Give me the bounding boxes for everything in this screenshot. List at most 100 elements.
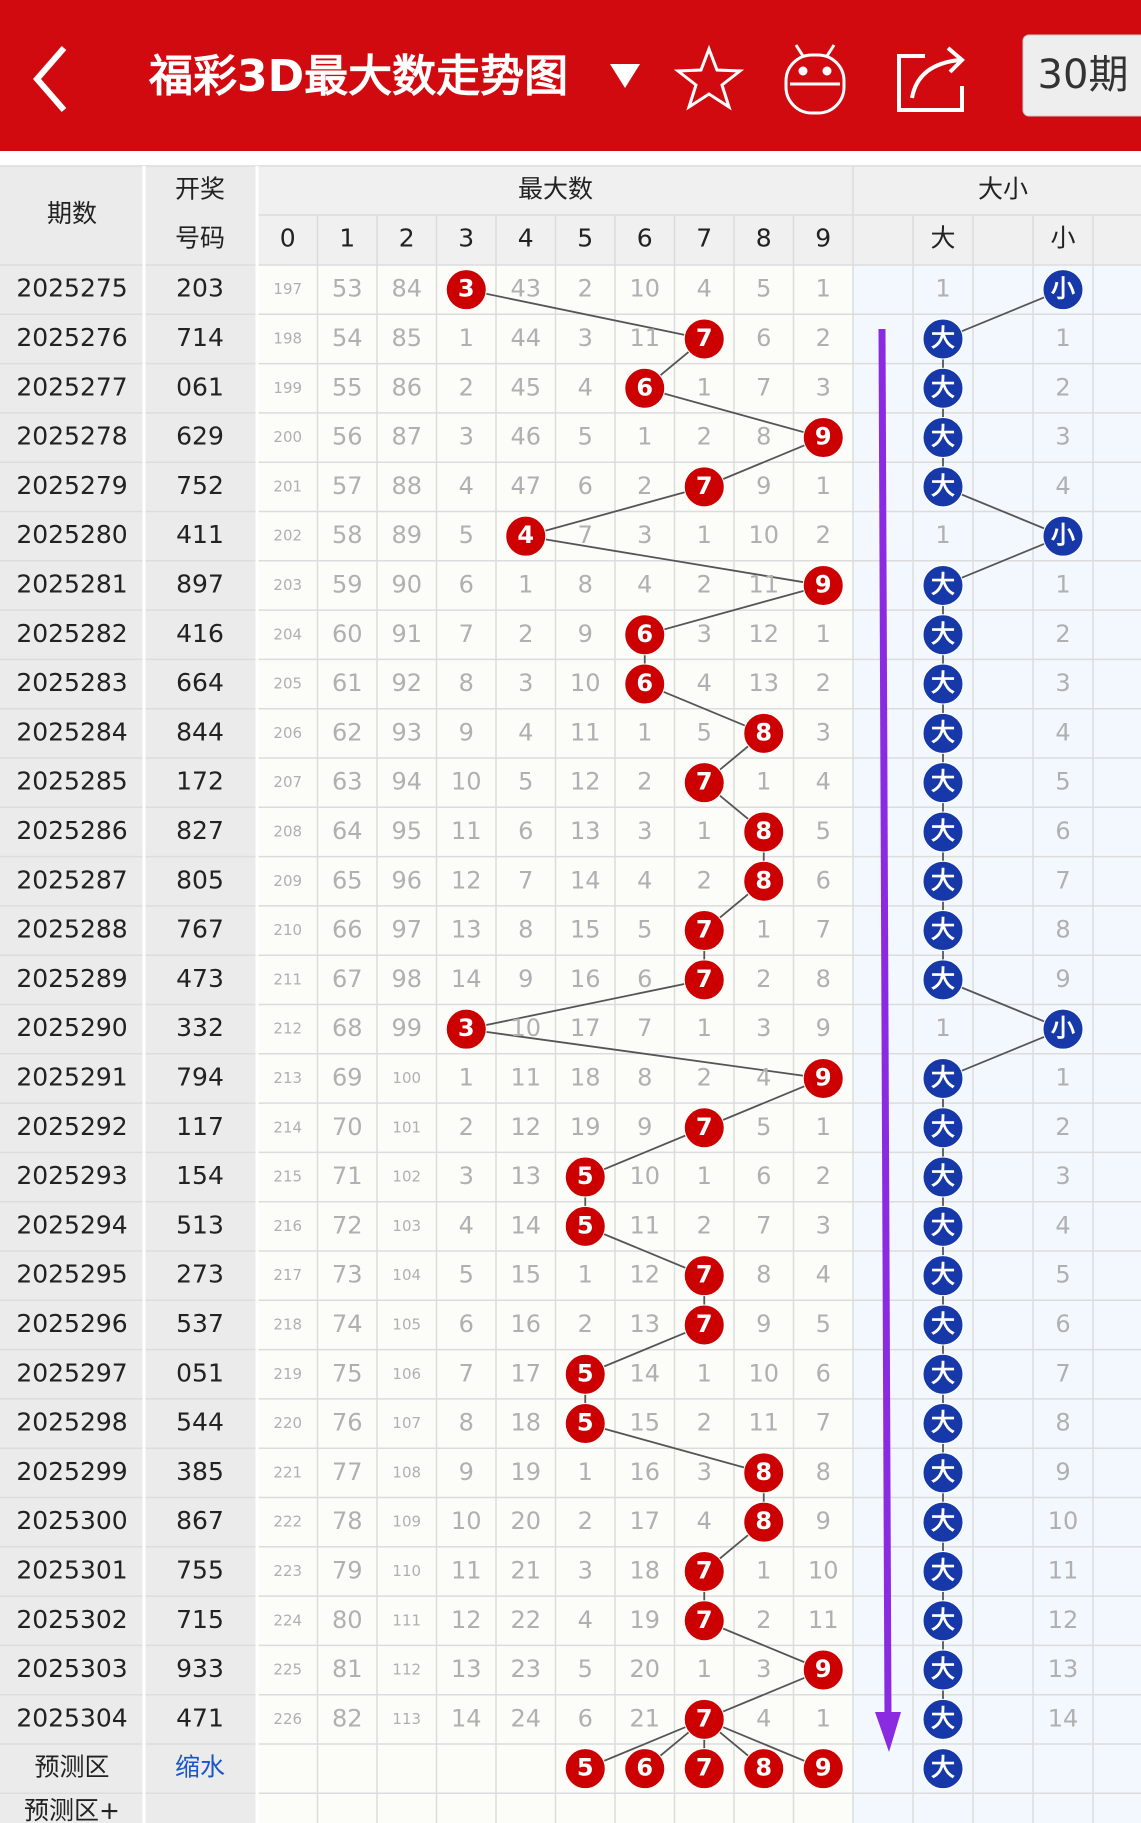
miss-count: 5 xyxy=(578,423,593,451)
miss-count: 55 xyxy=(332,373,363,401)
draw-number: 897 xyxy=(176,569,224,598)
prediction-ball-label: 9 xyxy=(815,1754,832,1782)
size-miss: 2 xyxy=(1055,620,1070,648)
prediction-filter: 缩水 xyxy=(175,1753,225,1782)
prediction-ball xyxy=(564,1748,606,1790)
size-ball-label: 大 xyxy=(931,1556,955,1584)
draw-number: 471 xyxy=(176,1703,224,1732)
hit-ball xyxy=(564,1156,606,1198)
size-miss: 2 xyxy=(1055,373,1070,401)
miss-count: 201 xyxy=(273,477,302,495)
miss-count: 3 xyxy=(578,1556,593,1584)
size-ball xyxy=(1042,1008,1084,1050)
draw-number: 203 xyxy=(176,274,224,303)
hit-ball xyxy=(624,663,666,705)
miss-count: 107 xyxy=(392,1414,421,1432)
period: 2025291 xyxy=(16,1062,127,1091)
miss-count: 8 xyxy=(816,965,831,993)
miss-count: 203 xyxy=(273,576,302,594)
miss-count: 53 xyxy=(332,275,363,303)
miss-count: 93 xyxy=(391,718,422,746)
size-miss: 10 xyxy=(1048,1507,1079,1535)
miss-count: 1 xyxy=(697,1014,712,1042)
size-miss: 7 xyxy=(1055,866,1070,894)
header-digit: 4 xyxy=(518,224,534,253)
miss-count: 1 xyxy=(697,1162,712,1190)
miss-count: 92 xyxy=(391,669,422,697)
favorite-icon[interactable] xyxy=(673,44,745,111)
miss-count: 9 xyxy=(459,718,474,746)
robot-icon[interactable] xyxy=(784,44,846,115)
miss-count: 6 xyxy=(518,817,533,845)
period: 2025293 xyxy=(16,1161,127,1190)
prediction-ball-label: 5 xyxy=(577,1754,594,1782)
size-miss: 4 xyxy=(1055,1211,1070,1239)
hit-ball xyxy=(683,1698,725,1740)
miss-count: 7 xyxy=(756,373,771,401)
miss-count: 6 xyxy=(637,965,652,993)
miss-count: 2 xyxy=(637,768,652,796)
size-ball-label: 大 xyxy=(931,1704,955,1732)
title-dropdown[interactable] xyxy=(610,64,640,88)
size-ball-label: 大 xyxy=(931,570,955,598)
miss-count: 9 xyxy=(518,965,533,993)
miss-count: 81 xyxy=(332,1655,363,1683)
back-button[interactable] xyxy=(33,46,67,112)
miss-count: 207 xyxy=(273,773,302,791)
hit-ball xyxy=(802,1649,844,1691)
hit-ball xyxy=(624,614,666,656)
size-ball-label: 大 xyxy=(931,472,955,500)
period: 2025284 xyxy=(16,717,127,746)
miss-count: 4 xyxy=(459,472,474,500)
miss-count: 6 xyxy=(459,1310,474,1338)
prediction-ball xyxy=(802,1748,844,1790)
size-ball-label: 大 xyxy=(931,423,955,451)
page-title[interactable]: 福彩3D最大数走势图 xyxy=(148,51,568,102)
miss-count: 11 xyxy=(451,1556,482,1584)
miss-count: 2 xyxy=(578,1507,593,1535)
miss-count: 7 xyxy=(637,1014,652,1042)
miss-count: 2 xyxy=(816,521,831,549)
miss-count: 65 xyxy=(332,866,363,894)
miss-count: 22 xyxy=(510,1606,541,1634)
period-button-label[interactable]: 30期 xyxy=(1038,52,1129,98)
miss-count: 21 xyxy=(510,1556,541,1584)
size-ball xyxy=(922,959,964,1001)
miss-count: 8 xyxy=(816,1458,831,1486)
miss-count: 100 xyxy=(392,1069,421,1087)
miss-count: 12 xyxy=(510,1113,541,1141)
miss-count: 6 xyxy=(816,1359,831,1387)
draw-number: 867 xyxy=(176,1506,224,1535)
header-period: 期数 xyxy=(47,199,97,228)
miss-count: 4 xyxy=(578,1606,593,1634)
hit-ball xyxy=(683,318,725,360)
miss-count: 1 xyxy=(578,1458,593,1486)
hit-ball xyxy=(743,1501,785,1543)
miss-count: 14 xyxy=(570,866,601,894)
miss-count: 16 xyxy=(570,965,601,993)
size-ball xyxy=(922,811,964,853)
miss-count: 211 xyxy=(273,970,302,988)
share-icon[interactable] xyxy=(897,46,965,112)
miss-count: 11 xyxy=(629,324,660,352)
miss-count: 44 xyxy=(510,324,541,352)
size-ball-label: 大 xyxy=(931,768,955,796)
miss-count: 70 xyxy=(332,1113,363,1141)
size-miss: 4 xyxy=(1055,472,1070,500)
miss-count: 5 xyxy=(756,1113,771,1141)
miss-count: 17 xyxy=(510,1359,541,1387)
size-ball xyxy=(922,318,964,360)
miss-count: 58 xyxy=(332,521,363,549)
miss-count: 4 xyxy=(578,373,593,401)
miss-count: 13 xyxy=(510,1162,541,1190)
size-ball xyxy=(922,1057,964,1099)
miss-count: 16 xyxy=(629,1458,660,1486)
miss-count: 10 xyxy=(748,1359,779,1387)
miss-count: 205 xyxy=(273,675,302,693)
period: 2025276 xyxy=(16,323,127,352)
miss-count: 2 xyxy=(518,620,533,648)
size-miss: 7 xyxy=(1055,1359,1070,1387)
miss-count: 13 xyxy=(451,1655,482,1683)
header-number: 开奖 xyxy=(175,175,225,204)
period-button[interactable] xyxy=(1022,34,1141,117)
